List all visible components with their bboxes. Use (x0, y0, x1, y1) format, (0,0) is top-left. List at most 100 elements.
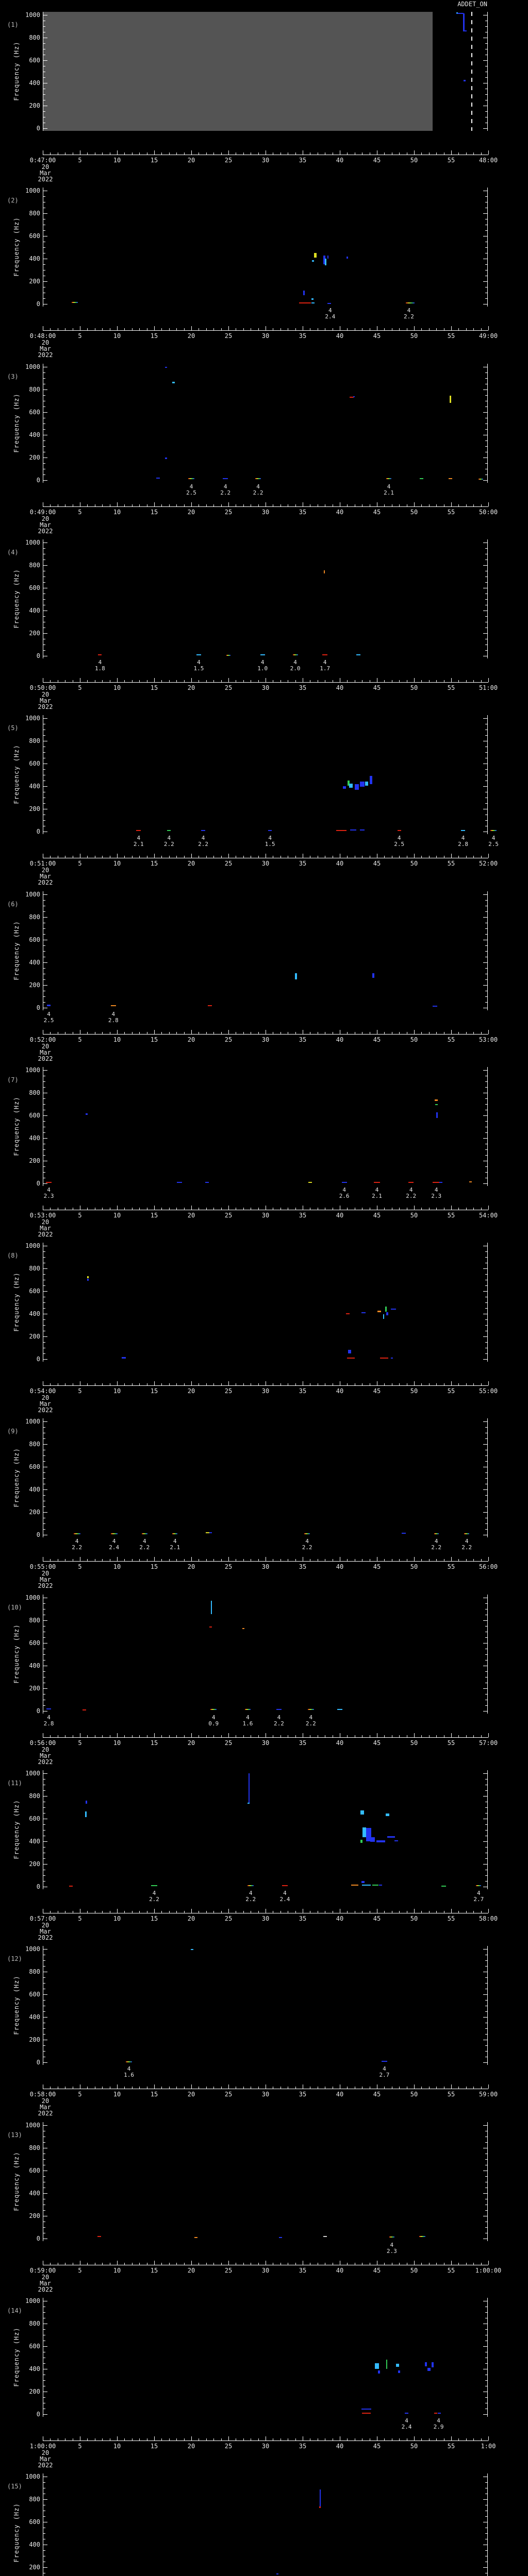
y-axis-tick-label: 600 (29, 2342, 40, 2350)
x-axis-minor-tick (176, 1911, 177, 1913)
x-axis-start-time: 0:57:00 (29, 1915, 56, 1922)
spectrogram-detection-mark (327, 255, 329, 259)
y-axis-major-tick (43, 962, 47, 963)
x-axis-minor-tick (258, 152, 259, 155)
right-axis-minor-tick (485, 979, 487, 980)
right-axis-major-tick (483, 1115, 487, 1116)
right-axis-minor-tick (485, 1098, 487, 1099)
x-axis-tick-label: 50 (410, 860, 418, 868)
right-axis-minor-tick (485, 2380, 487, 2381)
x-axis-major-tick (451, 2436, 452, 2441)
right-axis-minor-tick (485, 1529, 487, 1530)
right-axis-major-tick (483, 1620, 487, 1621)
x-axis-major-tick (414, 677, 415, 682)
y-axis-minor-tick (43, 429, 45, 430)
y-axis-minor-tick (43, 1830, 45, 1831)
right-axis-minor-tick (485, 2210, 487, 2211)
spectrogram-detection-mark (435, 1104, 438, 1105)
x-axis-minor-tick (384, 856, 385, 858)
y-axis-tick-label: 800 (29, 1792, 40, 1800)
y-axis-minor-tick (43, 951, 45, 952)
spectrogram-detection-mark (379, 1884, 383, 1886)
x-axis-start-time: 0:56:00 (29, 1739, 56, 1747)
spectrogram-detection-mark (378, 2370, 381, 2374)
event-station-count: 4 (111, 1010, 116, 1018)
x-axis-minor-tick (481, 2438, 482, 2441)
x-axis-tick-label: 55 (447, 2442, 455, 2450)
y-axis-minor-tick (43, 1087, 45, 1088)
spectrogram-detection-mark (164, 366, 168, 368)
x-axis-start-time: 0:51:00 (29, 860, 56, 868)
x-axis-minor-tick (50, 2262, 51, 2265)
y-axis-tick-label: 0 (36, 828, 40, 836)
x-axis-minor-tick (421, 152, 422, 155)
x-axis-major-tick (228, 677, 229, 682)
x-axis-tick-label: 35 (299, 1387, 307, 1395)
x-axis-minor-tick (221, 1559, 222, 1562)
y-axis-tick-label: 200 (29, 1509, 40, 1516)
right-axis-minor-tick (485, 951, 487, 952)
spectrogram-detection-mark (464, 1533, 470, 1534)
x-axis-major-tick (154, 854, 155, 858)
event-station-count: 4 (249, 1890, 253, 1896)
y-axis-major-tick (43, 1070, 47, 1071)
y-axis-minor-tick (43, 1438, 45, 1439)
x-axis-minor-tick (139, 1383, 140, 1386)
right-axis-major-tick (483, 985, 487, 986)
y-axis-tick-label: 800 (29, 1089, 40, 1096)
right-axis-minor-tick (485, 1149, 487, 1150)
x-axis-tick-label: 40 (336, 1387, 344, 1395)
x-axis-minor-tick (384, 1559, 385, 1562)
x-axis-minor-tick (280, 680, 281, 682)
spectrogram-detection-mark (390, 1358, 393, 1359)
right-axis-minor-tick (485, 264, 487, 265)
x-axis-minor-tick (221, 856, 222, 858)
y-axis-minor-tick (43, 298, 45, 299)
x-axis-minor-tick (139, 2438, 140, 2441)
x-axis-date-line: Mar (40, 521, 51, 529)
x-axis-date-line: Mar (40, 1752, 51, 1759)
x-axis-major-tick (488, 1029, 489, 1034)
x-axis-major-tick (191, 1029, 192, 1034)
y-axis-tick-label: 1000 (25, 715, 40, 722)
x-axis-minor-tick (428, 1207, 430, 1210)
x-axis-date-line: 2022 (38, 879, 53, 887)
event-magnitude: 1.5 (193, 665, 204, 672)
x-axis-minor-tick (458, 2262, 459, 2265)
y-axis-tick-label: 800 (29, 1440, 40, 1448)
spectrogram-detection-mark (276, 1709, 282, 1710)
event-magnitude: 2.4 (325, 313, 336, 320)
x-axis-major-tick (488, 2084, 489, 2089)
spectrogram-detection-mark (360, 1810, 364, 1815)
x-axis-tick-label: 30 (261, 860, 270, 868)
right-axis-minor-tick (485, 2034, 487, 2035)
y-axis-minor-tick (43, 1847, 45, 1848)
x-axis-tick-label: 35 (299, 332, 307, 340)
x-axis-major-tick (451, 326, 452, 331)
x-axis-minor-tick (176, 2087, 177, 2089)
y-axis-minor-tick (43, 2142, 45, 2143)
spectrogram-detection-mark (387, 1836, 395, 1838)
x-axis-minor-tick (206, 1031, 207, 1034)
x-axis-minor-tick (87, 856, 88, 858)
event-magnitude: 2.1 (170, 1544, 180, 1551)
x-axis-minor-tick (280, 1207, 281, 1210)
x-axis-minor-tick (243, 1383, 244, 1386)
x-axis-minor-tick (184, 1207, 185, 1210)
x-axis-minor-tick (161, 1383, 162, 1386)
x-axis-minor-tick (295, 1911, 296, 1913)
x-axis-minor-tick (102, 504, 103, 506)
x-axis-tick-label: 45 (373, 1211, 381, 1219)
spectrogram-detection-mark (69, 1885, 73, 1887)
x-axis-minor-tick (280, 1559, 281, 1562)
spectrogram-detection-mark (386, 478, 392, 479)
right-axis-minor-tick (485, 735, 487, 736)
x-axis-minor-tick (206, 1735, 207, 1737)
right-axis-minor-tick (485, 945, 487, 946)
y-axis-tick-label: 200 (29, 102, 40, 109)
y-axis-tick-label: 1000 (25, 187, 40, 195)
event-magnitude: 2.7 (379, 2072, 390, 2079)
right-axis-minor-tick (485, 752, 487, 753)
x-axis-start-time: 0:49:00 (29, 508, 56, 516)
